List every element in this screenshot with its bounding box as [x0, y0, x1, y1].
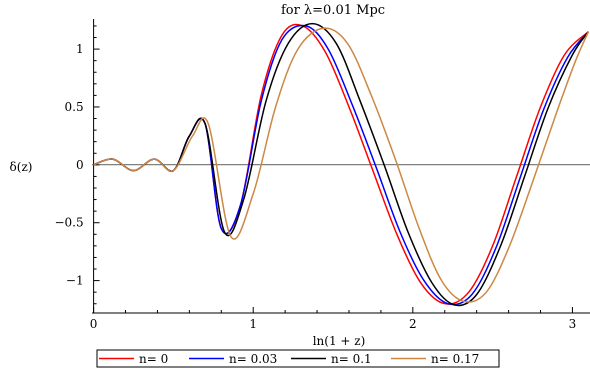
legend-label: n= 0.17 — [431, 352, 479, 366]
chart-title: for λ=0.01 Mpc — [281, 3, 385, 18]
legend-label: n= 0 — [139, 352, 168, 366]
y-tick-label: 0.5 — [65, 100, 84, 114]
legend-label: n= 0.1 — [331, 352, 372, 366]
y-tick-label: −1 — [66, 274, 84, 288]
axes: 0 1 2 3 −1 −0.5 0 0.5 1 — [54, 19, 590, 331]
x-tick-label: 2 — [409, 317, 417, 331]
y-tick-label: 1 — [76, 42, 84, 56]
series-lines — [93, 22, 590, 307]
x-tick-label: 1 — [249, 317, 257, 331]
y-axis-label: δ(z) — [10, 160, 33, 174]
legend-label: n= 0.03 — [229, 352, 277, 366]
x-tick-label: 0 — [90, 317, 98, 331]
series-line — [93, 27, 590, 303]
y-tick-label: 0 — [76, 158, 84, 172]
series-line — [93, 23, 589, 305]
y-tick-label: −0.5 — [54, 216, 83, 230]
x-tick-label: 3 — [569, 317, 577, 331]
x-axis-label: ln(1 + z) — [313, 334, 366, 348]
legend: n= 0 n= 0.03 n= 0.1 n= 0.17 — [96, 349, 500, 368]
